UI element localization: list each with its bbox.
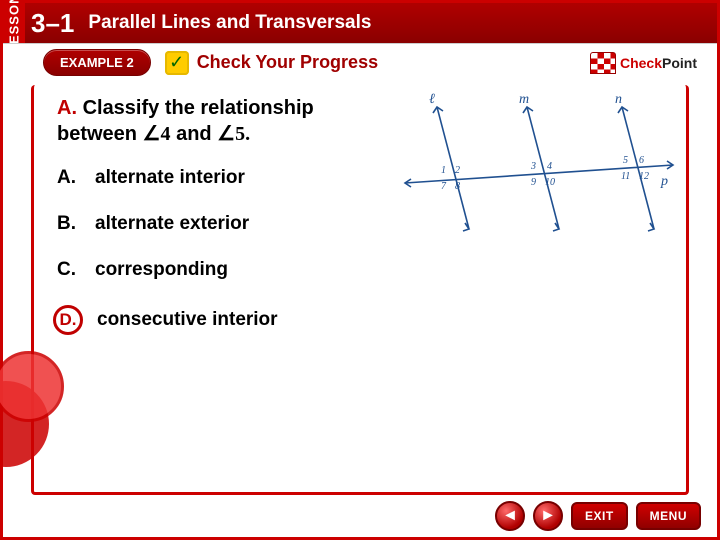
- question-letter: A.: [57, 97, 77, 119]
- flag-icon: [590, 52, 616, 74]
- option-letter: C.: [57, 259, 83, 281]
- angle-5: ∠5.: [217, 123, 250, 145]
- svg-text:2: 2: [455, 165, 460, 176]
- footer-nav: ◄ ► EXIT MENU: [495, 501, 701, 531]
- line-m-label: m: [519, 92, 529, 107]
- svg-text:3: 3: [530, 161, 536, 172]
- option-c[interactable]: C. corresponding: [57, 259, 687, 281]
- content-area: A. Classify the relationship between ∠4 …: [3, 81, 717, 501]
- example-pill: EXAMPLE 2: [43, 49, 151, 76]
- svg-text:5: 5: [623, 155, 628, 166]
- svg-text:7: 7: [441, 181, 447, 192]
- checkpoint-badge: CheckPoint: [590, 52, 697, 74]
- check-your-progress-label: Check Your Progress: [197, 52, 378, 73]
- option-text: alternate interior: [95, 167, 245, 189]
- svg-text:11: 11: [621, 171, 630, 182]
- line-n-label: n: [615, 92, 622, 107]
- option-text: alternate exterior: [95, 213, 249, 235]
- checkpoint-check-text: Check: [620, 55, 662, 71]
- svg-text:12: 12: [639, 171, 649, 182]
- option-d[interactable]: D. consecutive interior: [57, 305, 687, 335]
- header-bar: LESSON 3–1 Parallel Lines and Transversa…: [3, 3, 717, 43]
- option-letter: A.: [57, 167, 83, 189]
- geometry-diagram: ℓ m n p 12 78 34 910 56 1112: [397, 89, 677, 239]
- page-title: Parallel Lines and Transversals: [88, 12, 371, 34]
- svg-text:1: 1: [441, 165, 446, 176]
- checkpoint-point-text: Point: [662, 55, 697, 71]
- check-icon: ✓: [165, 51, 189, 75]
- example-strip: EXAMPLE 2 ✓ Check Your Progress CheckPoi…: [3, 43, 717, 81]
- svg-text:9: 9: [531, 177, 536, 188]
- option-text: consecutive interior: [97, 309, 278, 331]
- svg-text:10: 10: [545, 177, 555, 188]
- circled-answer-icon: D.: [53, 305, 83, 335]
- line-l-label: ℓ: [429, 92, 435, 107]
- menu-button[interactable]: MENU: [636, 502, 701, 530]
- lesson-number: 3–1: [31, 8, 74, 39]
- decorative-circles: [0, 351, 73, 491]
- option-text: corresponding: [95, 259, 228, 281]
- exit-button[interactable]: EXIT: [571, 502, 628, 530]
- question-mid: and: [171, 123, 218, 145]
- svg-text:6: 6: [639, 155, 644, 166]
- next-button[interactable]: ►: [533, 501, 563, 531]
- option-letter: B.: [57, 213, 83, 235]
- question-text: A. Classify the relationship between ∠4 …: [57, 95, 397, 147]
- prev-button[interactable]: ◄: [495, 501, 525, 531]
- svg-text:4: 4: [547, 161, 552, 172]
- line-p-label: p: [660, 174, 668, 189]
- angle-4: ∠4: [143, 123, 171, 145]
- svg-text:8: 8: [455, 181, 460, 192]
- lesson-tab: LESSON: [3, 3, 25, 43]
